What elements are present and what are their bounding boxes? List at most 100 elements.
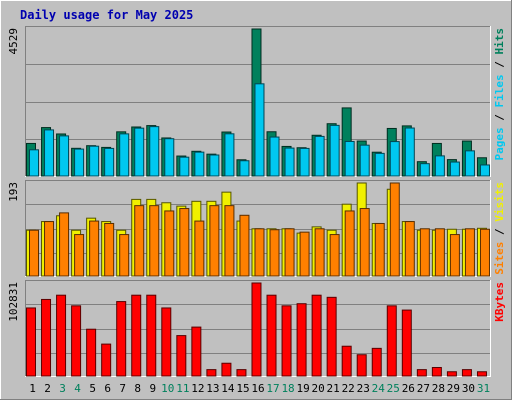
bar-sites-day-9	[149, 205, 160, 277]
series-label-hits_files_pages: Pages / Files / Hits	[493, 28, 506, 161]
bar-sites-day-17	[269, 229, 280, 277]
bar-files-day-11	[179, 156, 190, 177]
bar-files-day-7	[119, 133, 130, 177]
bar-files-day-29	[449, 161, 460, 177]
bar-kbytes-day-14	[221, 362, 232, 377]
bar-files-day-26	[404, 127, 415, 177]
bar-files-day-17	[269, 136, 280, 177]
bar-files-day-28	[434, 155, 445, 177]
bar-files-day-21	[329, 124, 340, 177]
x-tick-label-day-6: 6	[104, 382, 111, 395]
bar-sites-day-31	[479, 228, 490, 277]
bar-files-day-6	[104, 147, 115, 177]
bar-kbytes-day-8	[131, 294, 142, 377]
x-tick-label-day-19: 19	[296, 382, 309, 395]
x-tick-labels: 1 2 3 4 5 6 7 8 9 10 11 12 13 14 15 16 17 18 19 20 21 22 23 24 2…	[29, 382, 490, 395]
x-tick-label-day-20: 20	[312, 382, 325, 395]
bar-sites-day-19	[299, 231, 310, 277]
x-tick-label-day-29: 29	[447, 382, 460, 395]
x-tick-label-day-5: 5	[89, 382, 96, 395]
bar-kbytes-day-25	[386, 305, 397, 377]
bar-kbytes-day-19	[296, 303, 307, 377]
bar-kbytes-day-21	[326, 296, 337, 377]
bar-files-day-12	[194, 151, 205, 177]
bar-kbytes-day-2	[41, 298, 52, 377]
x-tick-label-day-31: 31	[477, 382, 490, 395]
bar-kbytes-day-20	[311, 294, 322, 377]
x-tick-label-day-30: 30	[462, 382, 475, 395]
bar-files-day-15	[239, 160, 250, 177]
bar-files-day-18	[284, 147, 295, 177]
bar-kbytes-day-17	[266, 294, 277, 377]
x-tick-label-day-23: 23	[357, 382, 370, 395]
bar-sites-day-16	[254, 228, 265, 277]
series-label-separator: /	[493, 222, 506, 242]
bar-files-day-14	[224, 133, 235, 177]
bar-kbytes-day-28	[431, 366, 442, 377]
bar-kbytes-day-3	[56, 294, 67, 377]
bar-sites-day-24	[374, 222, 385, 277]
bar-kbytes-day-27	[416, 369, 427, 377]
panel-visits_sites: 193 Sites / Visits	[7, 180, 506, 277]
bar-sites-day-13	[209, 205, 220, 277]
x-tick-label-day-25: 25	[387, 382, 400, 395]
x-tick-label-day-8: 8	[134, 382, 141, 395]
bar-sites-day-27	[419, 228, 430, 277]
bar-kbytes-day-4	[71, 305, 82, 377]
panel-kbytes: 102831 KBytes	[7, 280, 506, 377]
bar-sites-day-26	[404, 221, 415, 277]
series-label-part: Sites	[493, 242, 506, 275]
bar-files-day-13	[209, 154, 220, 177]
bar-kbytes-day-9	[146, 294, 157, 377]
bar-kbytes-day-24	[371, 347, 382, 377]
bar-kbytes-day-6	[101, 343, 112, 377]
series-label-part: Files	[493, 74, 506, 107]
bar-files-day-31	[479, 164, 490, 177]
bar-sites-day-18	[284, 228, 295, 277]
bar-files-day-10	[164, 138, 175, 177]
bar-kbytes-day-15	[236, 369, 247, 377]
bar-files-day-23	[359, 144, 370, 177]
x-tick-label-day-18: 18	[281, 382, 294, 395]
bar-sites-day-30	[464, 228, 475, 277]
bar-sites-day-11	[179, 208, 190, 277]
x-tick-label-day-9: 9	[149, 382, 156, 395]
bar-kbytes-day-29	[446, 371, 457, 377]
bar-sites-day-7	[119, 234, 130, 277]
series-label-part: Hits	[493, 28, 506, 55]
bar-kbytes-day-5	[86, 328, 97, 377]
bar-kbytes-day-10	[161, 307, 172, 377]
series-label-part: KBytes	[493, 282, 506, 322]
x-tick-label-day-14: 14	[221, 382, 235, 395]
panel-hits_files_pages: 4529 Pages / Files / Hits	[7, 26, 506, 177]
bar-kbytes-day-16	[251, 282, 262, 377]
bar-sites-day-15	[239, 214, 250, 277]
bar-kbytes-day-18	[281, 305, 292, 377]
bar-kbytes-day-11	[176, 335, 187, 377]
bar-sites-day-4	[74, 234, 85, 277]
x-tick-label-day-21: 21	[327, 382, 340, 395]
bar-kbytes-day-31	[476, 371, 487, 377]
bar-sites-day-6	[104, 222, 115, 277]
bar-kbytes-day-22	[341, 345, 352, 377]
bar-kbytes-day-12	[191, 326, 202, 377]
bar-files-day-20	[314, 135, 325, 177]
chart-panels: 4529 Pages / Files / Hits 193 Sites / Visit…	[7, 26, 506, 377]
bar-sites-day-20	[314, 228, 325, 277]
bar-files-day-22	[344, 140, 355, 177]
bar-sites-day-21	[329, 234, 340, 277]
series-label-part: Visits	[493, 182, 506, 222]
series-label-separator: /	[493, 108, 506, 128]
x-tick-label-day-13: 13	[206, 382, 219, 395]
x-tick-label-day-22: 22	[342, 382, 355, 395]
bar-files-day-4	[74, 148, 85, 177]
x-tick-label-day-15: 15	[236, 382, 249, 395]
x-tick-label-day-3: 3	[59, 382, 66, 395]
bar-files-day-3	[59, 135, 70, 177]
bar-files-day-2	[44, 129, 55, 177]
bar-sites-day-8	[134, 205, 145, 277]
bar-files-day-1	[29, 149, 39, 177]
y-max-label-visits_sites: 193	[7, 182, 20, 202]
